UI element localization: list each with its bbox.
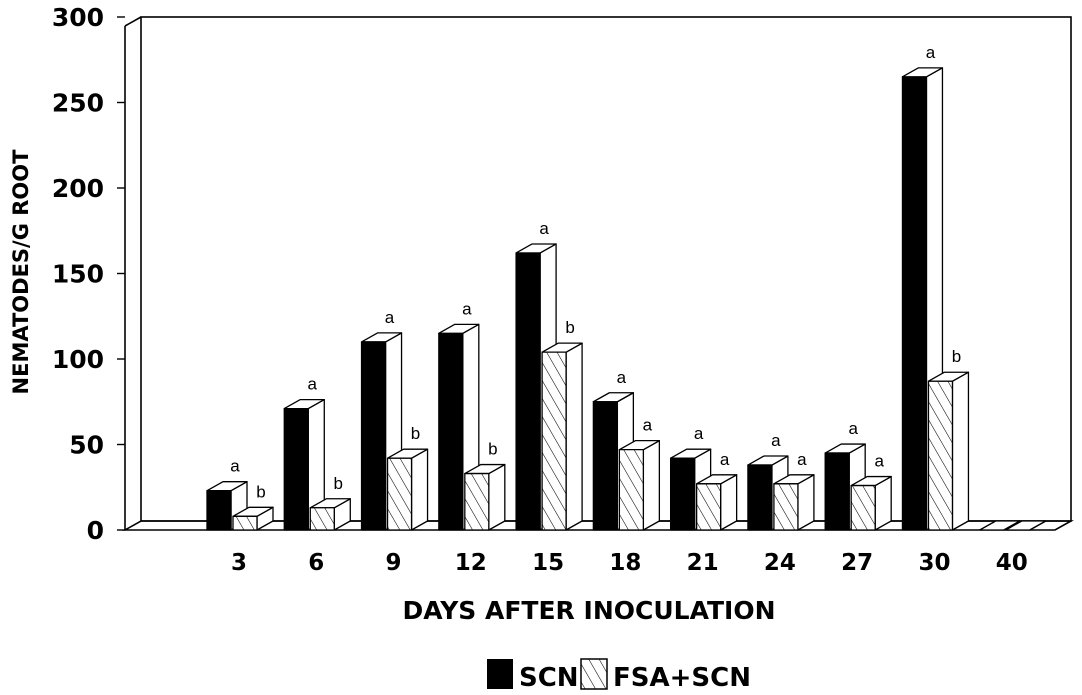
significance-label: a (462, 299, 472, 318)
x-axis-ticks: 3 6 9 12 15 18 21 24 27 30 40 (231, 550, 1028, 576)
significance-label: a (926, 43, 936, 62)
legend: SCN FSA+SCN (487, 658, 751, 693)
significance-label: a (308, 375, 318, 394)
y-axis-title: NEMATODES/G ROOT (9, 149, 33, 395)
significance-label: b (952, 347, 961, 366)
y-tick-label: 150 (52, 260, 104, 289)
y-tick-label: 50 (69, 431, 104, 460)
side-wall-top (124, 16, 142, 27)
significance-label: a (385, 308, 395, 327)
bar-fsa-scn-30 (927, 371, 970, 531)
significance-label: a (643, 416, 653, 435)
bar-scn-6 (283, 398, 325, 531)
x-tick-label: 3 (231, 550, 247, 576)
y-tick-label: 0 (87, 516, 104, 545)
legend-swatch-scn (487, 659, 513, 689)
x-axis-title: DAYS AFTER INOCULATION (402, 596, 775, 625)
x-tick-label: 6 (308, 550, 324, 576)
significance-label: a (230, 457, 240, 476)
significance-label: a (848, 419, 858, 438)
significance-label: a (694, 424, 704, 443)
significance-label: b (411, 424, 420, 443)
significance-label: b (488, 440, 497, 459)
significance-label: a (771, 431, 781, 450)
bar-fsa-scn-40 (1005, 520, 1047, 531)
y-tick-label: 250 (52, 89, 104, 118)
bar-fsa-scn-18 (618, 439, 661, 531)
legend-label-fsa-scn: FSA+SCN (613, 663, 751, 693)
significance-label: a (797, 450, 807, 469)
bar-fsa-scn-21 (695, 474, 738, 531)
significance-label: a (720, 450, 730, 469)
x-tick-label: 24 (764, 550, 796, 576)
significance-label: a (539, 219, 549, 238)
y-axis-ticks: 0 50 100 150 200 250 300 (52, 3, 125, 545)
legend-label-scn: SCN (519, 663, 579, 693)
bar-fsa-scn-15 (541, 342, 583, 531)
y-tick-label: 300 (52, 3, 104, 32)
bar-fsa-scn-3 (232, 506, 274, 531)
y-tick-label: 100 (52, 345, 104, 374)
significance-label: a (617, 368, 627, 387)
bar-scn-40 (979, 520, 1021, 531)
significance-label: a (874, 452, 884, 471)
significance-label: b (334, 474, 343, 493)
bar-fsa-scn-27 (850, 475, 892, 531)
x-tick-label: 15 (532, 550, 564, 576)
bar-fsa-scn-6 (309, 498, 351, 531)
significance-label: b (256, 482, 265, 501)
y-tick-label: 200 (52, 174, 104, 203)
x-tick-label: 21 (687, 550, 719, 576)
legend-swatch-fsa-scn (580, 658, 608, 690)
x-tick-label: 18 (609, 550, 641, 576)
x-tick-label: 12 (455, 550, 487, 576)
bar-fsa-scn-12 (464, 463, 506, 531)
x-tick-label: 27 (841, 550, 873, 576)
x-tick-label: 30 (918, 550, 950, 576)
significance-label: b (565, 318, 574, 337)
x-tick-label: 9 (386, 550, 402, 576)
bar-fsa-scn-9 (386, 448, 429, 531)
bar-fsa-scn-24 (773, 474, 815, 531)
x-tick-label: 40 (996, 550, 1028, 576)
